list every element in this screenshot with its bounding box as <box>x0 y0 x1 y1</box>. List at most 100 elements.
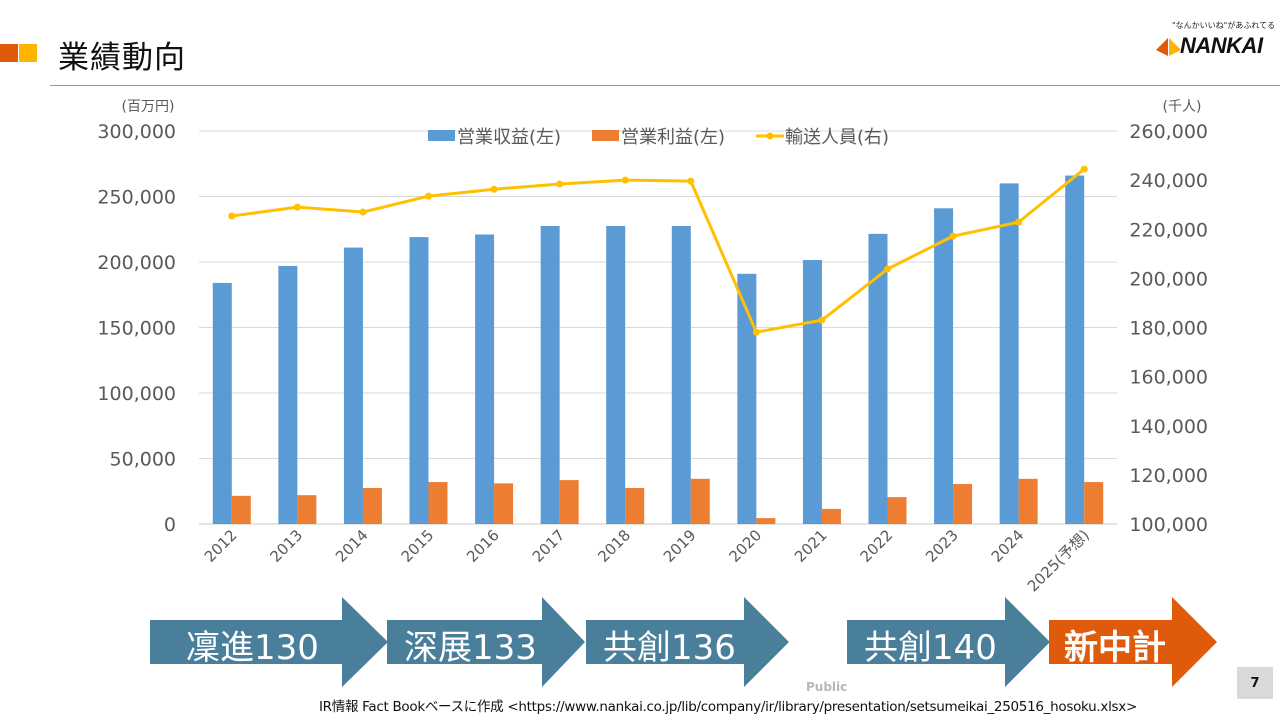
passengers-point <box>1080 165 1088 173</box>
x-axis-tick-label: 2021 <box>791 526 831 566</box>
operating-profit-bar <box>690 478 710 524</box>
x-axis-tick-label: 2015 <box>398 526 438 566</box>
plan-arrow-5 <box>1049 597 1217 687</box>
left-axis-tick-label: 200,000 <box>97 252 176 274</box>
operating-profit-bar <box>362 487 382 524</box>
passengers-line <box>231 167 1086 334</box>
revenue-bar <box>343 247 363 524</box>
logo-tagline: "なんかいいね"があふれてる <box>1172 21 1276 30</box>
left-axis-tick-label: 250,000 <box>97 187 176 209</box>
operating-profit-bar <box>821 508 841 524</box>
passengers-point <box>884 265 891 273</box>
legend-swatch <box>592 130 619 141</box>
passengers-point <box>818 316 826 324</box>
x-axis-tick-label: 2024 <box>988 526 1028 566</box>
revenue-bar <box>212 282 232 524</box>
chart-legend: 営業収益(左) 営業利益(左) 輸送人員(右) <box>428 127 889 148</box>
plan-arrow-4-label: 共創140 <box>864 628 997 668</box>
plan-arrow-3-label: 共創136 <box>603 628 736 668</box>
x-axis-tick-label: 2014 <box>332 526 372 566</box>
revenue-bar <box>868 233 888 524</box>
classification-label: Public <box>806 680 848 694</box>
x-axis-tick-label: 2016 <box>463 526 503 566</box>
left-axis-tick-label: 300,000 <box>97 121 176 143</box>
source-note: IR情報 Fact Bookベースに作成 <https://www.nankai… <box>319 699 1137 715</box>
left-axis-tick-label: 100,000 <box>97 383 176 405</box>
left-axis-ticks: 0 50,000 100,000 150,000 200,000 250,000 300,0… <box>97 121 176 536</box>
chart-bars <box>212 175 1104 525</box>
operating-profit-bar <box>625 487 645 524</box>
passengers-point <box>228 212 236 220</box>
revenue-bar <box>802 260 822 524</box>
x-axis-tick-label: 2020 <box>725 526 765 566</box>
passengers-point <box>359 208 367 216</box>
left-axis-unit: (百万円) <box>122 99 175 115</box>
left-axis-tick-label: 50,000 <box>110 449 176 471</box>
right-axis-tick-label: 140,000 <box>1129 416 1208 438</box>
legend-swatch-marker <box>766 132 774 140</box>
operating-profit-bar <box>1084 482 1104 524</box>
passengers-point <box>1015 218 1023 226</box>
revenue-bar <box>999 183 1019 524</box>
x-axis-tick-label: 2019 <box>660 526 700 566</box>
plan-arrow-1 <box>150 597 388 687</box>
right-axis-tick-label: 100,000 <box>1129 514 1208 536</box>
operating-profit-bar <box>428 482 448 524</box>
right-axis-ticks: 100,000 120,000 140,000 160,000 180,000 200,0… <box>1129 121 1208 536</box>
revenue-bar <box>1065 175 1085 525</box>
passengers-point <box>621 176 629 184</box>
left-axis-tick-label: 150,000 <box>97 318 176 340</box>
revenue-bar <box>737 273 757 524</box>
passengers-point <box>949 232 957 240</box>
x-axis-tick-label: 2025(予想) <box>1024 526 1093 595</box>
right-axis-tick-label: 200,000 <box>1129 268 1208 290</box>
passengers-point <box>687 177 695 185</box>
revenue-bar <box>409 237 429 525</box>
legend-label: 輸送人員(右) <box>785 127 889 148</box>
page-number: 7 <box>1237 667 1273 699</box>
operating-profit-bar <box>494 483 514 524</box>
plan-arrow-5-label: 新中計 <box>1064 628 1166 668</box>
operating-profit-bar <box>297 495 317 524</box>
right-axis-tick-label: 160,000 <box>1129 367 1208 389</box>
revenue-bar <box>671 225 691 524</box>
passengers-point <box>490 185 498 193</box>
right-axis-tick-label: 220,000 <box>1129 219 1208 241</box>
revenue-bar <box>278 265 298 524</box>
revenue-bar <box>934 208 954 525</box>
right-axis-tick-label: 120,000 <box>1129 465 1208 487</box>
plan-arrow-1-label: 凜進130 <box>186 628 319 668</box>
performance-chart: (百万円) (千人) 0 50,000 100,000 150,000 200,000 2… <box>97 99 1208 595</box>
passengers-point <box>425 192 432 200</box>
plan-arrow-2 <box>387 597 585 687</box>
x-axis-tick-label: 2012 <box>201 526 241 566</box>
right-axis-tick-label: 240,000 <box>1129 170 1208 192</box>
x-axis-tick-label: 2013 <box>266 526 306 566</box>
passengers-point <box>752 328 760 336</box>
x-axis-tick-label: 2022 <box>857 526 897 566</box>
x-axis-tick-label: 2017 <box>529 526 569 566</box>
right-axis-unit: (千人) <box>1163 99 1202 115</box>
operating-profit-bar <box>1018 478 1038 524</box>
logo-wordmark: NANKAI <box>1180 33 1263 58</box>
right-axis-tick-label: 260,000 <box>1129 121 1208 143</box>
passengers-point <box>556 180 564 188</box>
title-accent-square-yellow <box>19 44 37 62</box>
title-accent-square-red <box>0 44 18 62</box>
legend-label: 営業収益(左) <box>457 127 561 148</box>
passengers-point <box>293 203 301 211</box>
title-divider <box>50 85 1280 86</box>
page-title: 業績動向 <box>58 40 186 76</box>
x-axis-tick-label: 2023 <box>922 526 962 566</box>
chart-line <box>228 165 1088 336</box>
revenue-bar <box>540 225 560 524</box>
legend-label: 営業利益(左) <box>621 127 725 148</box>
operating-profit-bar <box>559 480 579 524</box>
logo-mark-icon <box>1156 38 1181 56</box>
left-axis-tick-label: 0 <box>164 514 176 536</box>
operating-profit-bar <box>887 497 907 524</box>
plan-arrow-3 <box>586 597 789 687</box>
x-axis-labels: 2012 2013 2014 2015 2016 2017 2018 2019 2020 2021… <box>201 526 1093 595</box>
plan-arrow-4 <box>847 597 1050 687</box>
legend-swatch <box>428 130 455 141</box>
